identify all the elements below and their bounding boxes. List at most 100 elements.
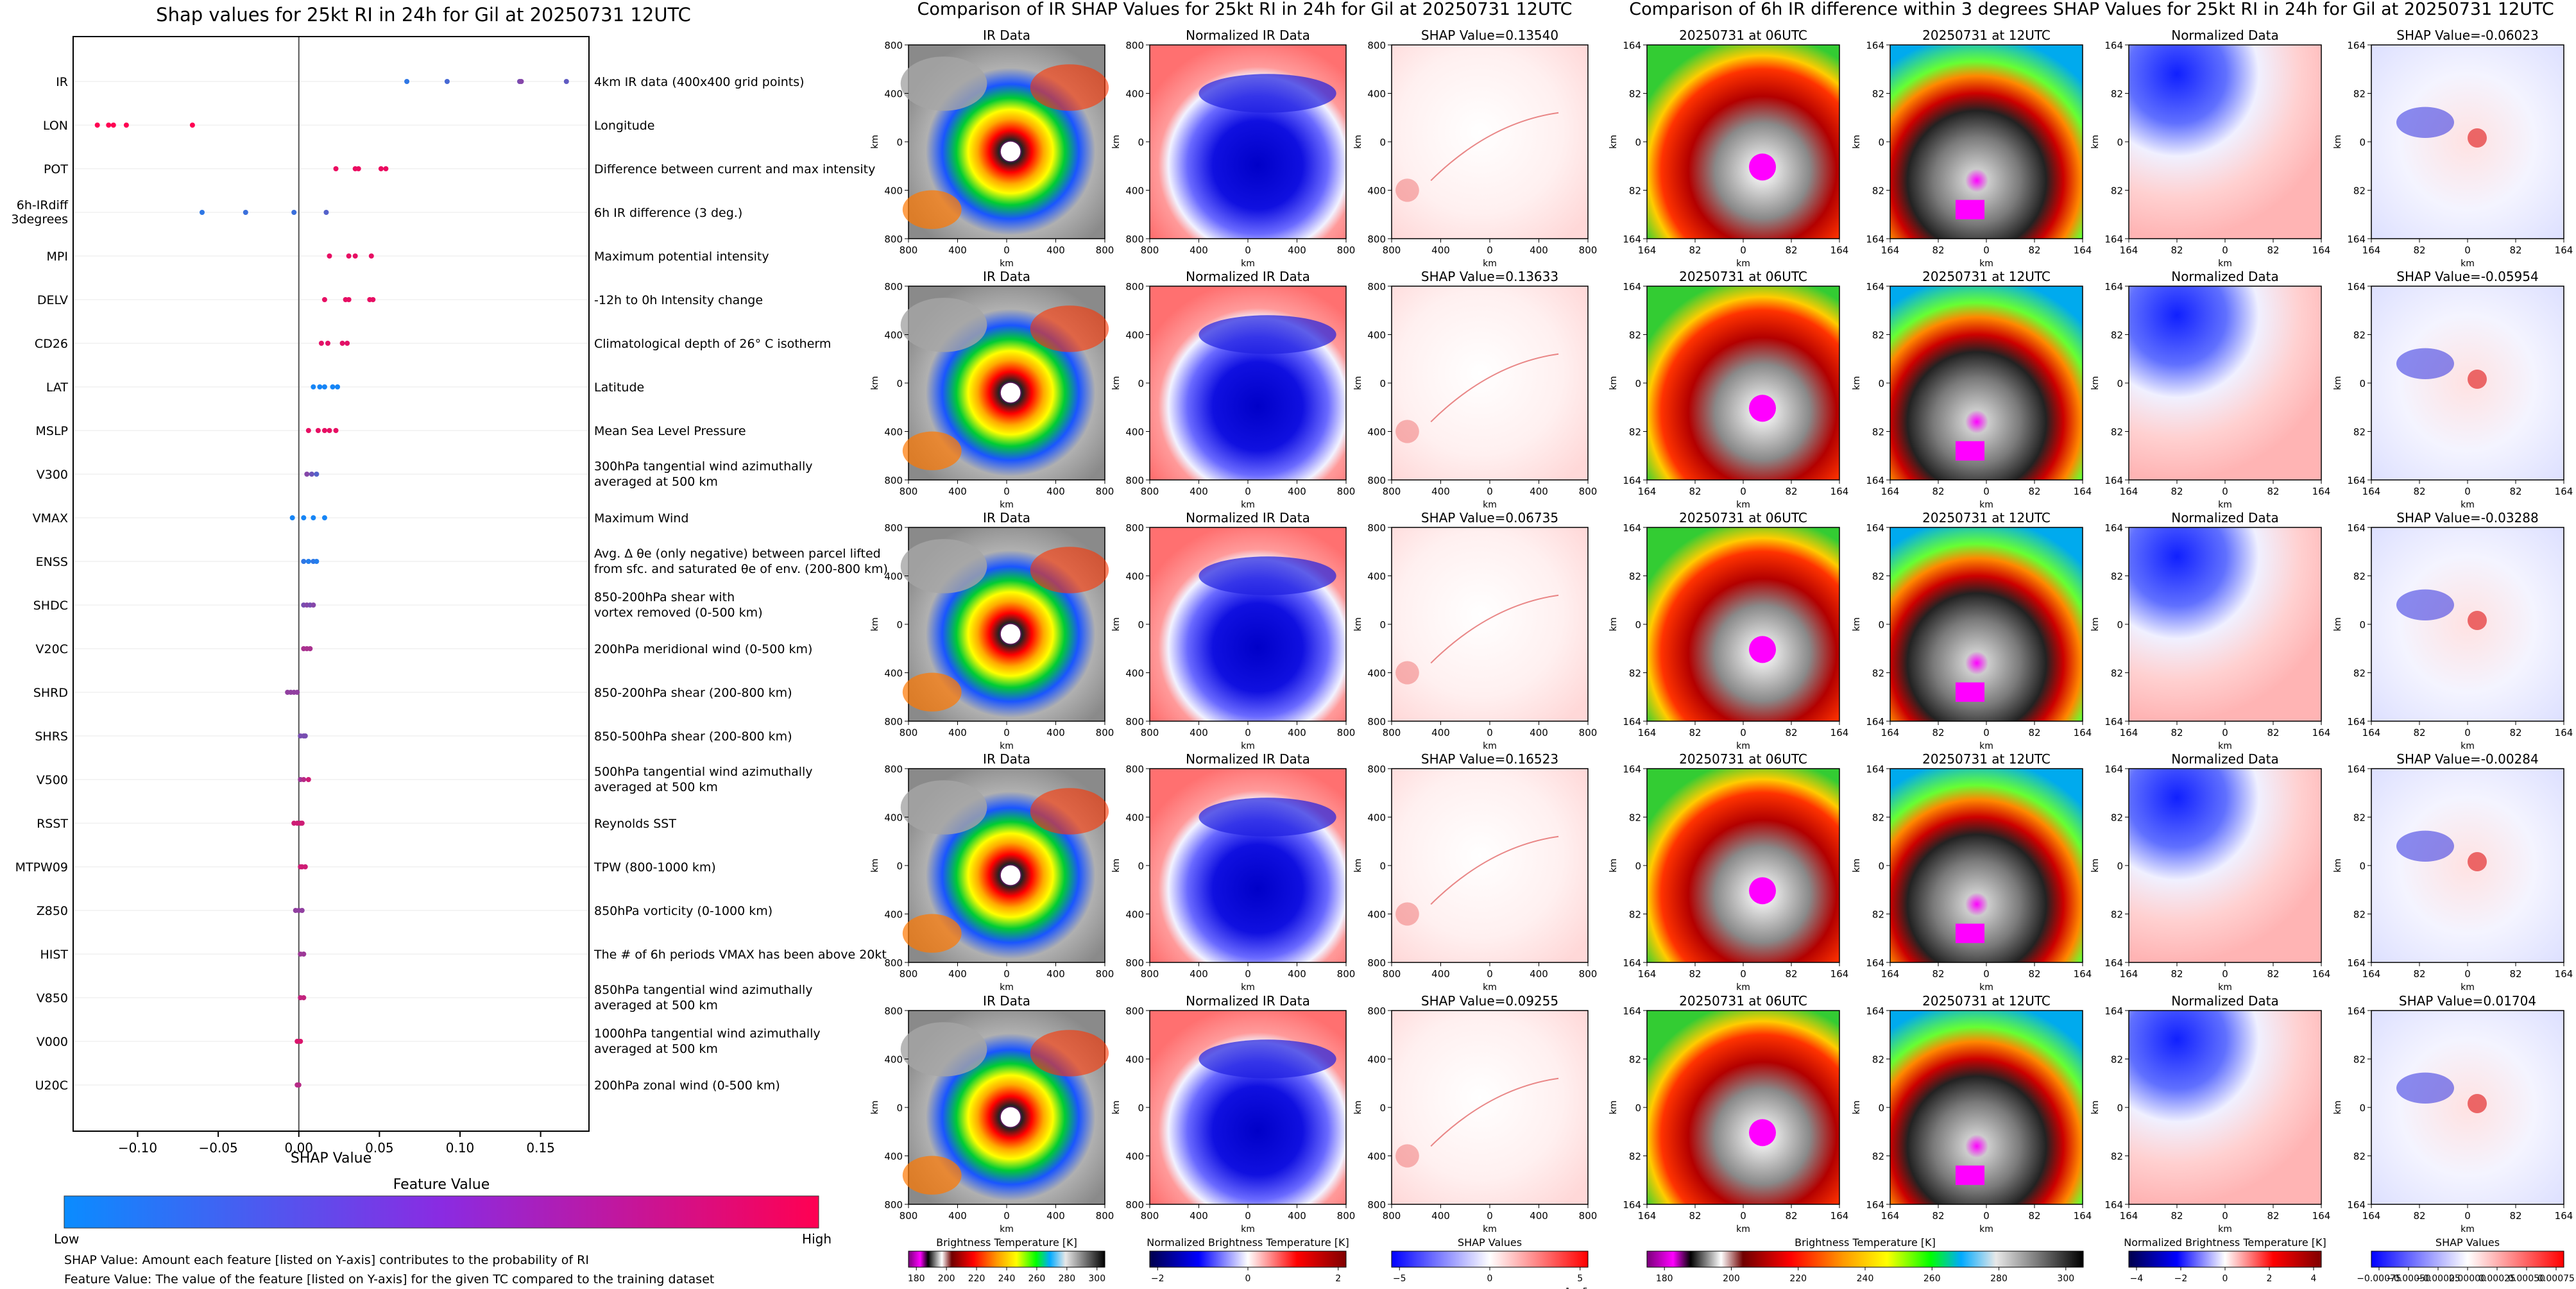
x-tick-label: 0 xyxy=(1245,727,1251,738)
y-tick-label: 82 xyxy=(1629,668,1641,679)
x-axis-unit: km xyxy=(1241,259,1255,269)
feature-description: The # of 6h periods VMAX has been above … xyxy=(593,948,887,962)
x-tick-label: 400 xyxy=(1431,244,1450,256)
y-tick-label: 0 xyxy=(896,619,903,631)
colorbar-tick-label: −4 xyxy=(2130,1274,2144,1284)
shap-point xyxy=(333,166,339,171)
x-axis-unit: km xyxy=(1736,1224,1750,1234)
panel-title: IR Data xyxy=(983,28,1030,43)
x-tick-label: 164 xyxy=(2555,727,2573,738)
x-tick-label: 0 xyxy=(2222,1210,2228,1222)
y-tick-label: 0 xyxy=(2117,619,2123,631)
y-tick-label: 800 xyxy=(884,281,903,293)
ir-06utc-panel xyxy=(1646,1010,1840,1205)
colorbar-high-label: High xyxy=(802,1231,832,1247)
shap-point xyxy=(301,777,307,782)
feature-description: 200hPa meridional wind (0-500 km) xyxy=(594,642,812,656)
shap-point xyxy=(317,384,323,389)
panel-title: 20250731 at 06UTC xyxy=(1679,751,1807,767)
shap-point xyxy=(383,166,389,171)
x-tick-label: 400 xyxy=(1288,968,1306,980)
x-tick-label: 164 xyxy=(2362,1210,2381,1222)
feature-description: Longitude xyxy=(594,119,655,133)
x-tick-label: 800 xyxy=(1337,486,1356,497)
panel-title: SHAP Value=-0.00284 xyxy=(2396,751,2538,767)
panel-title: IR Data xyxy=(983,993,1030,1009)
cloud-patch xyxy=(902,431,962,470)
y-axis-unit: km xyxy=(1111,135,1122,149)
shap-point xyxy=(301,559,307,564)
x-tick-label: 164 xyxy=(2074,486,2092,497)
y-tick-label: 82 xyxy=(1629,812,1641,824)
y-tick-label: 800 xyxy=(1367,716,1386,728)
shap-point xyxy=(299,908,305,913)
x-tick-label: 0 xyxy=(1487,1210,1493,1222)
feature-description: Maximum Wind xyxy=(594,511,688,525)
x-tick-label: 400 xyxy=(948,968,967,980)
shap-colorbar xyxy=(1391,1251,1589,1268)
y-tick-label: 82 xyxy=(1872,89,1884,100)
y-tick-label: 0 xyxy=(2359,1102,2366,1114)
y-tick-label: 82 xyxy=(1872,909,1884,921)
cloud-patch xyxy=(1030,1030,1109,1077)
y-axis-unit: km xyxy=(1111,1100,1122,1114)
y-tick-label: 0 xyxy=(1379,860,1386,872)
x-tick-label: 82 xyxy=(1785,1210,1797,1222)
y-tick-label: 400 xyxy=(884,427,903,438)
feature-label: U20C xyxy=(35,1079,68,1093)
y-axis-unit: km xyxy=(1852,135,1862,149)
y-tick-label: 164 xyxy=(2104,234,2123,245)
y-tick-label: 82 xyxy=(1872,1151,1884,1163)
x-tick-label: 164 xyxy=(2312,244,2331,256)
y-tick-label: 400 xyxy=(1367,1054,1386,1066)
x-tick-label: 164 xyxy=(1881,727,1900,738)
cloud-patch xyxy=(900,56,987,111)
colorbar-tick-label: 220 xyxy=(1789,1274,1807,1284)
ir-12utc-panel xyxy=(1889,768,2083,963)
colorbar-tick-label: 300 xyxy=(1088,1274,1105,1284)
shap-point xyxy=(404,79,410,84)
shap-point xyxy=(289,515,295,520)
x-tick-label: 400 xyxy=(1190,244,1208,256)
shap-point xyxy=(325,341,330,346)
x-tick-label: 0 xyxy=(1983,968,1990,980)
y-axis-unit: km xyxy=(2333,376,2343,390)
x-tick-label: 82 xyxy=(1785,486,1797,497)
y-axis-unit: km xyxy=(1111,617,1122,631)
panel-title: 20250731 at 06UTC xyxy=(1679,510,1807,525)
x-tick-label: 400 xyxy=(1431,1210,1450,1222)
x-tick-label: 400 xyxy=(1288,486,1306,497)
feature-description: 300hPa tangential wind azimuthally xyxy=(594,459,813,474)
x-tick-label: 0 xyxy=(2464,1210,2471,1222)
y-axis-unit: km xyxy=(2090,858,2101,873)
y-tick-label: 164 xyxy=(2347,1199,2366,1211)
shap-point xyxy=(378,166,384,171)
panel-title: 20250731 at 12UTC xyxy=(1922,28,2051,43)
feature-description: -12h to 0h Intensity change xyxy=(594,293,763,307)
cyclone-eye xyxy=(1000,865,1021,885)
y-tick-label: 164 xyxy=(2104,1005,2123,1017)
x-axis-unit: km xyxy=(1979,500,1993,510)
y-tick-label: 400 xyxy=(1367,1151,1386,1163)
colorbar-tick-label: 2 xyxy=(2267,1274,2273,1284)
x-tick-label: 800 xyxy=(1579,968,1598,980)
feature-description: 4km IR data (400x400 grid points) xyxy=(594,75,805,89)
ir-shap-panel xyxy=(1391,44,1589,239)
y-axis-unit: km xyxy=(2090,1100,2101,1114)
y-tick-label: 82 xyxy=(1872,668,1884,679)
x-tick-label: 800 xyxy=(1337,1210,1356,1222)
shap-point xyxy=(110,123,116,128)
x-axis-unit: km xyxy=(2218,741,2232,751)
y-tick-label: 164 xyxy=(1866,957,1884,969)
y-axis-unit: km xyxy=(2333,1100,2343,1114)
x-tick-label: 164 xyxy=(2555,244,2573,256)
y-tick-label: 400 xyxy=(884,330,903,341)
y-tick-label: 82 xyxy=(2353,571,2366,583)
colorbar-tick-label: 180 xyxy=(1656,1274,1673,1284)
shap-point xyxy=(327,253,332,259)
cloud-patch xyxy=(1198,556,1336,595)
y-tick-label: 164 xyxy=(1866,475,1884,486)
y-axis-unit: km xyxy=(870,1100,880,1114)
y-tick-label: 0 xyxy=(1878,860,1884,872)
